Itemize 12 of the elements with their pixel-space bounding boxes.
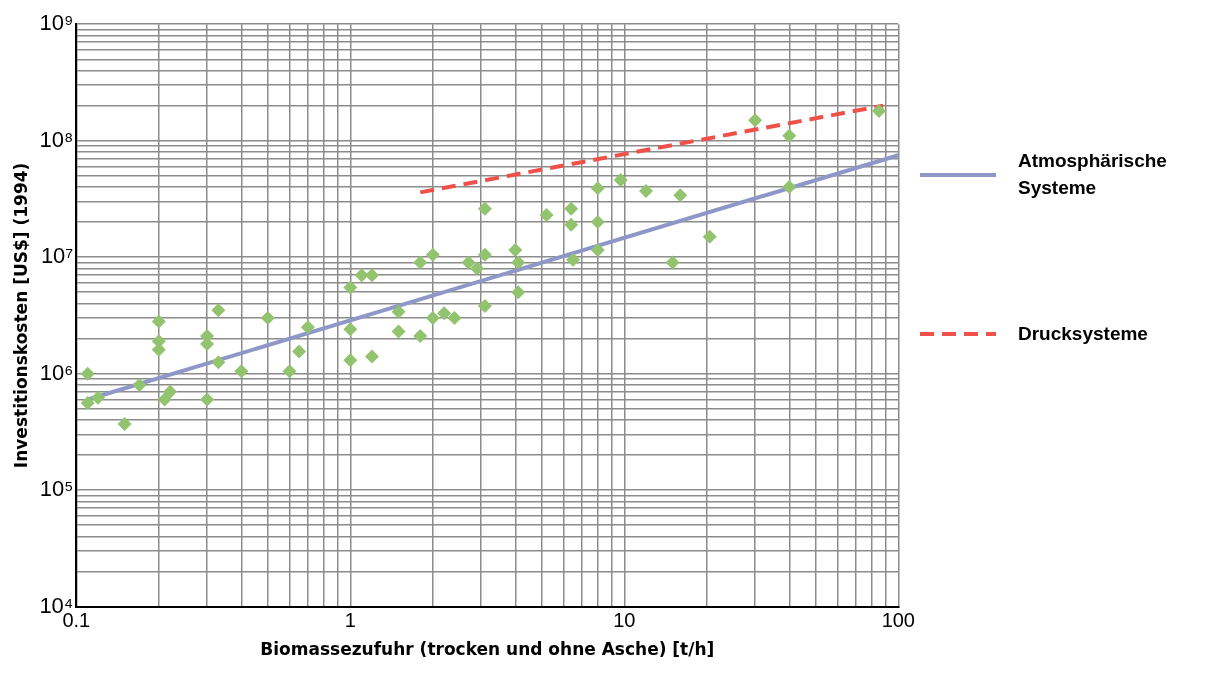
y-tick-label: 10⁷ [40,243,74,269]
y-tick-label: 10⁸ [39,126,74,152]
x-tick-label: 10 [613,609,636,632]
legend-label: Drucksysteme [1018,322,1149,347]
y-tick-label: 10⁹ [39,10,74,36]
x-axis-title: Biomassezufuhr (trocken und ohne Asche) [t/h] [260,639,715,660]
legend-label: Atmosphärische Systeme [1018,149,1168,200]
y-tick-label: 10⁵ [39,476,74,502]
y-axis-title: Investitionskosten [US$] (1994) [10,162,31,469]
y-tick-label: 10⁶ [39,359,74,385]
x-tick-label: 100 [881,609,915,632]
x-tick-label: 1 [344,609,356,632]
